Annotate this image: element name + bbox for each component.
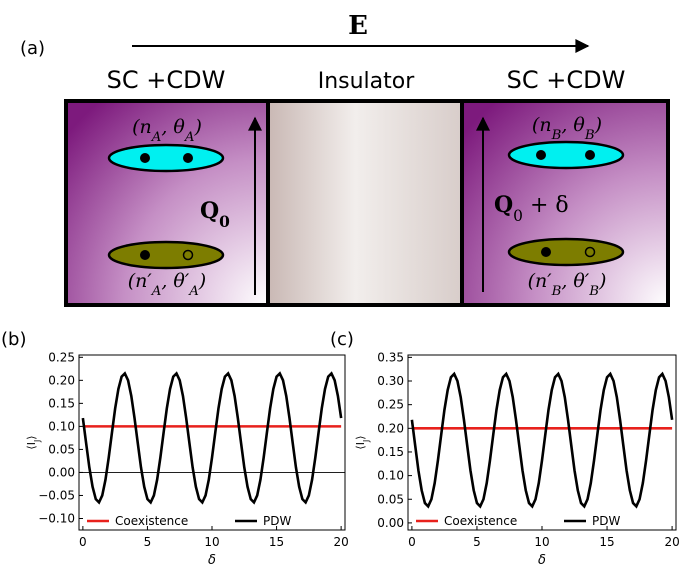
x-axis-label: δ <box>208 553 216 567</box>
label-part: ⟩ <box>354 435 367 439</box>
series-line <box>81 371 343 505</box>
panel-label: (b) <box>1 329 26 350</box>
x-tick-label: 0 <box>79 535 87 549</box>
panel-label: (c) <box>330 329 354 350</box>
sc-region <box>460 99 670 307</box>
label-part: B <box>551 284 562 299</box>
label-part: ⟨I <box>25 442 38 450</box>
region-label: SC +CDW <box>507 66 626 94</box>
x-tick-label: 10 <box>204 535 219 549</box>
exciton <box>107 240 225 270</box>
x-axis-label: δ <box>538 553 546 567</box>
label-part: A <box>187 284 199 299</box>
x-tick-label: 0 <box>408 535 416 549</box>
plot-frame <box>407 354 677 531</box>
y-tick-label: 0.15 <box>377 445 404 459</box>
label-part: ) <box>193 116 201 138</box>
legend-label: PDW <box>592 514 620 528</box>
y-tick-label: 0.35 <box>377 350 404 364</box>
plot-frame <box>78 354 346 531</box>
x-tick-label: 5 <box>144 535 152 549</box>
label-part: J <box>362 440 371 443</box>
pair-label: (nA, θA) <box>132 116 202 145</box>
label-part: ) <box>598 270 606 292</box>
y-tick-label: 0.25 <box>48 350 75 364</box>
label-part: , θ <box>161 116 185 138</box>
y-tick-label: 0.10 <box>377 469 404 483</box>
panel-label: (a) <box>20 38 45 59</box>
label-part: + δ <box>523 193 569 218</box>
label-part: Q <box>200 198 219 224</box>
label-part: ⟩ <box>25 435 38 439</box>
region-label: SC +CDW <box>107 66 226 94</box>
y-tick-label: 0.00 <box>48 465 75 479</box>
field-label: E <box>348 11 368 41</box>
label-part: B <box>588 284 599 299</box>
y-tick-label: 0.25 <box>377 398 404 412</box>
q-label: Q0 <box>200 198 230 231</box>
y-axis-label: ⟨IJ⟩ <box>354 435 371 449</box>
y-tick-label: 0.30 <box>377 374 404 388</box>
label-part: A <box>183 130 195 145</box>
y-tick-label: 0.10 <box>48 419 75 433</box>
y-tick-label: 0.00 <box>377 516 404 530</box>
legend-label: PDW <box>263 514 291 528</box>
label-part: B <box>584 128 595 143</box>
label-part: A <box>150 130 162 145</box>
cooper-pair <box>507 140 625 170</box>
legend-label: Coexistence <box>115 514 188 528</box>
label-part: , θ′ <box>561 270 590 292</box>
x-tick-label: 15 <box>599 535 614 549</box>
exciton <box>507 237 625 267</box>
y-axis-label: ⟨IJ⟩ <box>25 435 42 449</box>
label-part: J <box>33 440 42 443</box>
label-part: (n <box>532 114 552 136</box>
label-part: 0 <box>513 207 523 225</box>
electron <box>140 250 150 260</box>
label-part: A <box>150 284 162 299</box>
q-label: Q0 + δ <box>494 192 569 225</box>
hole <box>584 246 596 258</box>
x-tick-label: 15 <box>269 535 284 549</box>
label-part: Q <box>494 192 513 218</box>
y-tick-label: 0.15 <box>48 396 75 410</box>
label-part: B <box>551 128 562 143</box>
label-part: , θ <box>561 114 585 136</box>
legend-label: Coexistence <box>444 514 517 528</box>
y-tick-label: −0.10 <box>38 511 75 525</box>
x-tick-label: 20 <box>664 535 679 549</box>
series-line <box>410 371 674 509</box>
electron <box>140 153 150 163</box>
electron <box>536 150 546 160</box>
label-part: ) <box>594 114 602 136</box>
y-tick-label: 0.05 <box>48 442 75 456</box>
hole <box>182 249 194 261</box>
cooper-pair <box>107 143 225 173</box>
electron <box>183 153 193 163</box>
label-part: 0 <box>219 213 230 231</box>
label-part: ) <box>198 270 206 292</box>
electron <box>585 150 595 160</box>
insulator <box>266 99 464 307</box>
electron <box>541 247 551 257</box>
y-tick-label: 0.20 <box>48 373 75 387</box>
pair-label: (n′A, θ′A) <box>128 270 206 299</box>
y-tick-label: 0.20 <box>377 421 404 435</box>
x-tick-label: 20 <box>333 535 348 549</box>
label-part: (n′ <box>528 270 553 292</box>
label-part: , θ′ <box>161 270 190 292</box>
pair-label: (nB, θB) <box>532 114 602 143</box>
y-tick-label: −0.05 <box>38 488 75 502</box>
pair-label: (n′B, θ′B) <box>528 270 607 299</box>
label-part: (n′ <box>128 270 153 292</box>
y-tick-label: 0.05 <box>377 492 404 506</box>
x-tick-label: 5 <box>473 535 481 549</box>
label-part: ⟨I <box>354 442 367 450</box>
x-tick-label: 10 <box>534 535 549 549</box>
label-part: (n <box>132 116 152 138</box>
region-label: Insulator <box>318 69 416 94</box>
